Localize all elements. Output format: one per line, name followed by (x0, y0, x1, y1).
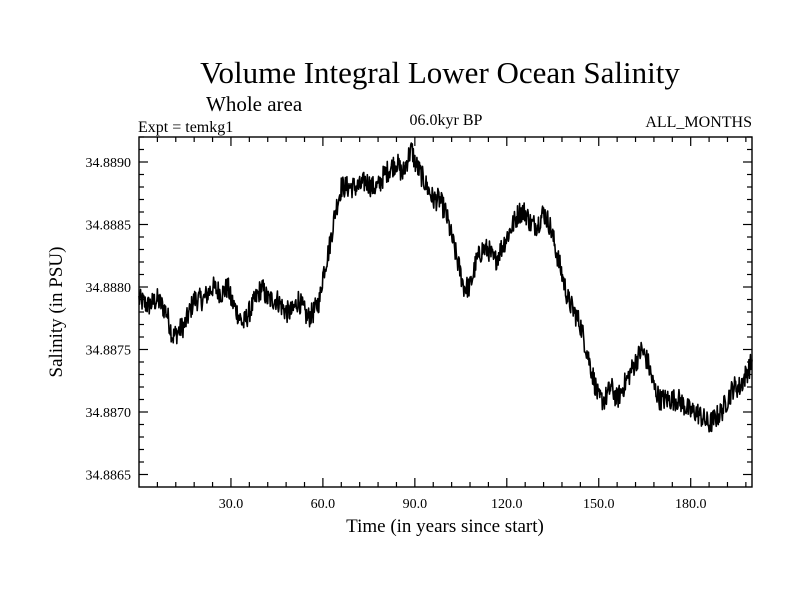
y-tick-label: 34.8875 (86, 344, 132, 359)
y-tick-label: 34.8865 (86, 469, 132, 484)
x-axis-label: Time (in years since start) (346, 516, 544, 537)
experiment-label: Expt = temkg1 (138, 119, 233, 136)
chart-title: Volume Integral Lower Ocean Salinity (200, 55, 680, 90)
x-tick-label: 30.0 (219, 497, 244, 512)
y-tick-label: 34.8880 (86, 281, 132, 296)
x-tick-label: 180.0 (675, 497, 707, 512)
y-tick-label: 34.8890 (86, 156, 132, 171)
period-label: 06.0kyr BP (410, 112, 483, 129)
y-tick-label: 34.8870 (86, 406, 132, 421)
y-tick-label: 34.8885 (86, 219, 132, 234)
x-tick-label: 150.0 (583, 497, 615, 512)
chart-subtitle: Whole area (206, 92, 303, 116)
tick-label-group: 30.0 60.0 90.0 120.0 150.0 180.0 34.8865 34.887… (86, 156, 707, 512)
plot-frame (138, 136, 753, 488)
tick-group (139, 136, 752, 487)
x-tick-label: 120.0 (491, 497, 523, 512)
salinity-series-line (138, 142, 753, 433)
x-tick-label: 90.0 (403, 497, 428, 512)
x-tick-label: 60.0 (311, 497, 336, 512)
months-label: ALL_MONTHS (645, 114, 752, 131)
y-axis-label: Salinity (in PSU) (46, 247, 67, 378)
